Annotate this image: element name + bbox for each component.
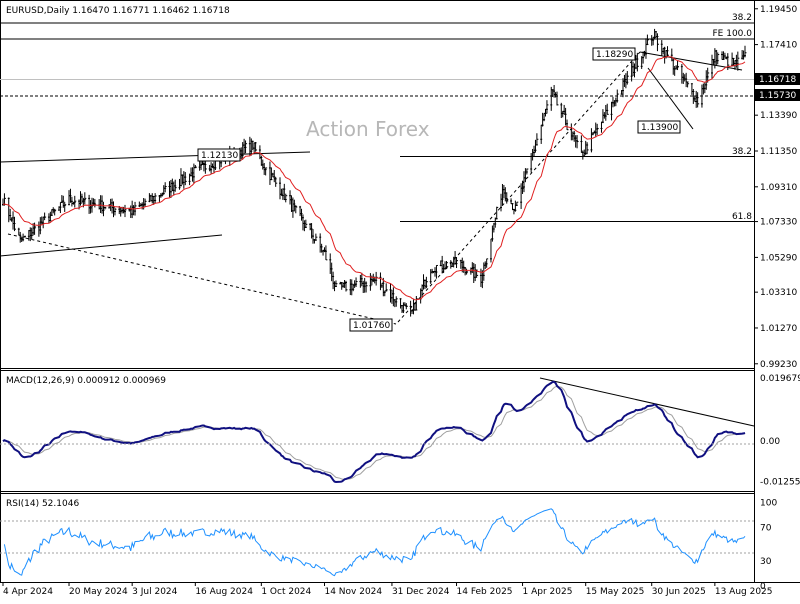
dashed-trendline-low [7,233,397,325]
current-price: 1.16718 [759,75,796,85]
macd-signal-line [2,385,746,480]
date-tick-label: 14 Feb 2025 [457,587,513,597]
price-tick-label: 1.13390 [760,111,797,121]
level-price-badge [755,89,800,101]
date-tick-label: 15 May 2025 [586,587,645,597]
price-label-112130: 1.12130 [201,151,238,161]
triangle-upper-line [639,51,743,71]
label-box-113900 [637,120,681,134]
price-label-101760: 1.01760 [353,321,390,331]
macd-trendline [539,377,755,427]
candles-group [2,28,747,317]
upper-trendline-2024 [0,151,311,163]
macd-axis: 0.019679 0.00 -0.012552 [760,374,800,488]
price-tick-label: 1.05290 [760,253,797,263]
trendlines [0,51,755,427]
price-tick-label: 1.01270 [760,324,797,334]
label-box-112130 [197,148,241,162]
price-tick-label: 1.11350 [760,147,797,157]
fib-label-fe100: FE 100.0 [713,29,753,39]
rsi-line [3,508,746,577]
price-tick-label: 1.07330 [760,218,797,228]
rsi-tick-label: 100 [760,498,777,508]
price-panel [0,0,800,583]
date-tick-label: 30 Jun 2025 [652,587,706,597]
rsi-tick-label: 30 [760,557,772,567]
macd-tick-label: 0.019679 [760,374,800,384]
price-tick-label: 1.09310 [760,183,797,193]
date-axis: 4 Apr 2024 20 May 2024 3 Jul 2024 16 Aug 20… [2,582,773,597]
triangle-left-line [647,67,694,130]
fib-levels: 38.2 FE 100.0 38.2 61.8 [0,13,754,222]
date-tick-label: 4 Apr 2024 [3,587,53,597]
rsi-axis: 100 70 30 0 [760,498,777,592]
current-price-badge [755,73,800,85]
date-tick-label: 31 Dec 2024 [392,587,450,597]
date-tick-label: 3 Jul 2024 [132,587,177,597]
watermark: Action Forex [306,117,430,141]
price-labels: 1.18290 1.12130 1.01760 1.13900 [197,47,681,332]
macd-line [2,380,746,484]
price-label-118290: 1.18290 [596,50,633,60]
date-tick-label: 1 Oct 2024 [261,587,311,597]
date-tick-label: 13 Aug 2025 [715,587,773,597]
price-tick-label: 1.17410 [760,41,797,51]
lower-trendline-2024 [0,234,223,257]
moving-average-line [2,56,746,301]
fib-label-38: 38.2 [732,147,752,157]
macd-tick-label: -0.012552 [760,478,800,488]
fib-label-38-top: 38.2 [732,13,752,23]
rsi-tick-label: 0 [760,582,766,592]
dashed-trendline-rise [397,51,641,323]
date-tick-label: 14 Nov 2024 [324,587,382,597]
rsi-tick-label: 70 [760,524,772,534]
fib-label-61: 61.8 [732,212,752,222]
chart-header: EURUSD,Daily 1.16470 1.16771 1.16462 1.1… [6,6,230,16]
label-box-118290 [592,47,636,61]
macd-tick-label: 0.00 [760,437,780,447]
label-box-101760 [349,318,393,332]
date-tick-label: 16 Aug 2024 [195,587,253,597]
rsi-label: RSI(14) 52.1046 [6,499,79,509]
date-tick-label: 20 May 2024 [69,587,128,597]
macd-label: MACD(12,26,9) 0.000912 0.000969 [6,376,166,386]
price-label-113900: 1.13900 [641,123,678,133]
price-tick-label: 1.19450 [760,5,797,15]
date-tick-label: 1 Apr 2025 [523,587,573,597]
level-price: 1.15730 [759,91,796,101]
price-tick-label: 0.99230 [760,360,797,370]
price-tick-label: 1.03310 [760,288,797,298]
price-axis: 1.194501.174101.153701.133901.113501.093… [754,5,797,370]
